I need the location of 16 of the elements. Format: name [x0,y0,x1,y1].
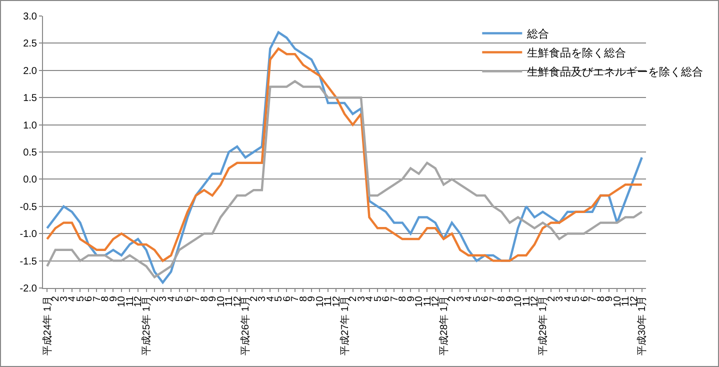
legend-label: 総合 [526,28,550,41]
y-tick-label: -2.0 [20,284,38,294]
y-tick-label: -1.5 [20,256,38,268]
y-tick-label: 3.0 [23,12,38,22]
y-tick-label: 1.5 [23,93,38,104]
y-tick-label: 0.0 [23,174,38,186]
legend-label: 生鮮食品を除く総合 [527,46,626,60]
y-tick-label: 0.5 [23,148,38,158]
line-series [46,80,643,278]
y-tick-label: -1.0 [20,229,38,240]
y-tick-label: 1.0 [23,120,38,132]
line-series [46,48,643,262]
y-tick-label: 2.0 [23,66,38,77]
y-tick-label: 2.5 [23,38,38,50]
y-tick-label: -0.5 [20,202,38,213]
legend-label: 生鮮食品及びエネルギーを除く総合 [527,66,704,79]
